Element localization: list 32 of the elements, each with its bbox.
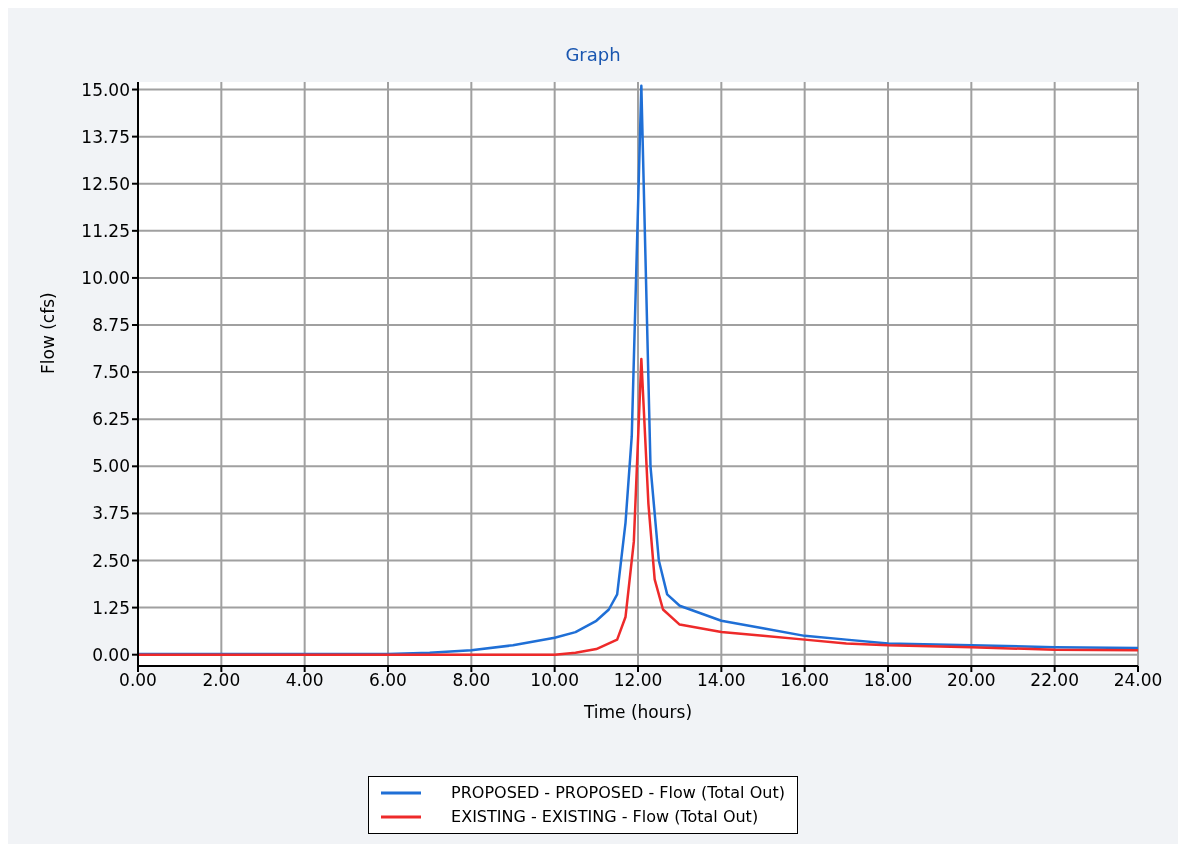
y-axis-title: Flow (cfs) (38, 292, 59, 374)
y-tick-label: 8.75 (92, 315, 130, 336)
x-tick-label: 14.00 (697, 670, 746, 691)
x-tick-label: 20.00 (947, 670, 996, 691)
y-tick-label: 2.50 (92, 550, 130, 571)
x-tick-label: 6.00 (369, 670, 407, 691)
x-tick-label: 22.00 (1030, 670, 1079, 691)
y-tick-label: 0.00 (92, 644, 130, 665)
y-tick-label: 3.75 (92, 503, 130, 524)
x-axis-title: Time (hours) (582, 702, 693, 722)
line-series (138, 357, 1138, 656)
chart-title: Graph (564, 43, 622, 67)
x-tick-label: 10.00 (530, 670, 579, 691)
y-tick-label: 12.50 (81, 173, 130, 194)
x-tick-label: 12.00 (613, 670, 663, 691)
x-tick-label: 18.00 (863, 670, 913, 691)
y-tick-label: 15.00 (81, 79, 130, 100)
x-tick-label: 16.00 (780, 670, 829, 691)
y-tick-label: 7.50 (92, 362, 130, 383)
y-tick-label: 11.25 (81, 220, 130, 241)
x-tick-label: 4.00 (285, 670, 324, 691)
x-tick-label: 8.00 (452, 670, 491, 691)
x-tick-label: 2.00 (202, 670, 241, 691)
legend-label: PROPOSED - PROPOSED - Flow (Total Out) (451, 782, 785, 804)
y-tick-label: 6.25 (92, 409, 130, 430)
x-tick-label: 24.00 (1113, 670, 1163, 691)
x-tick-label: 0.00 (119, 670, 157, 691)
y-tick-label: 5.00 (92, 456, 130, 477)
legend-label: EXISTING - EXISTING - Flow (Total Out) (451, 806, 759, 828)
y-tick-label: 10.00 (81, 267, 130, 288)
y-tick-label: 1.25 (92, 597, 130, 618)
y-tick-label: 13.75 (81, 126, 130, 147)
